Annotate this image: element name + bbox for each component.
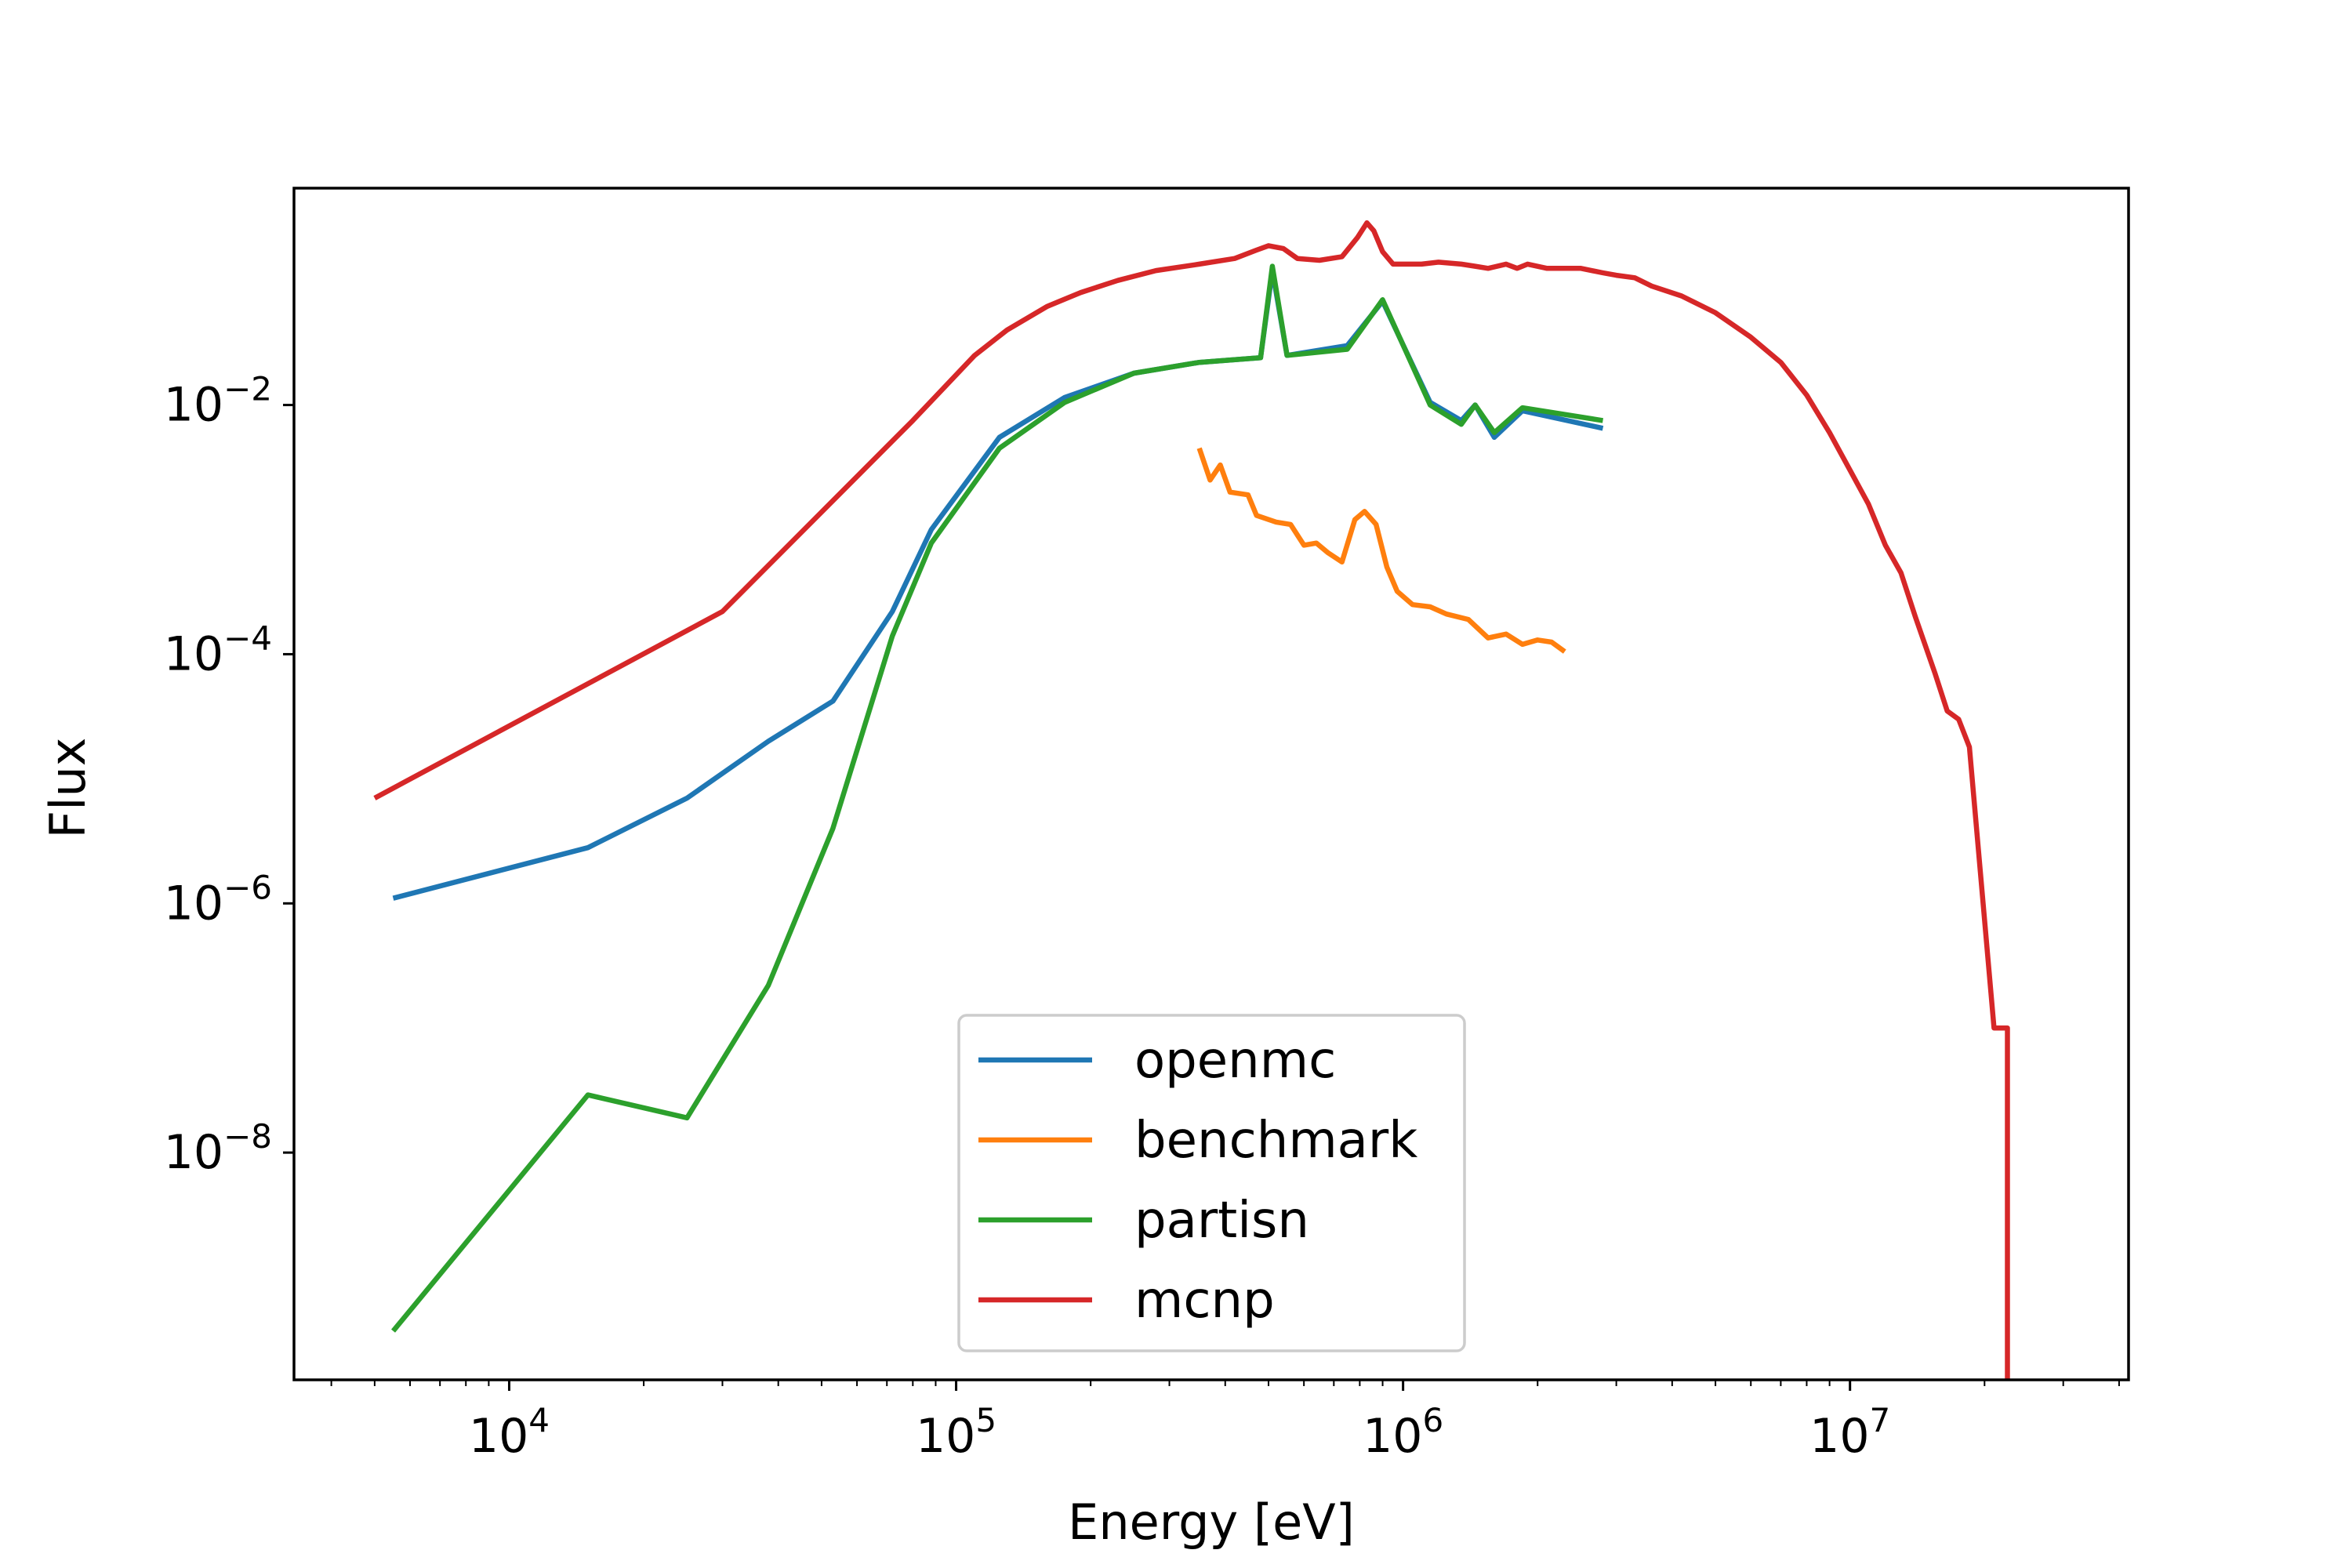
series-line-mcnp — [373, 220, 2010, 1380]
x-axis-label: Energy [eV] — [1068, 1494, 1355, 1551]
y-axis-label: Flux — [39, 738, 96, 839]
legend-label-openmc: openmc — [1134, 1032, 1336, 1090]
legend-label-benchmark: benchmark — [1134, 1112, 1417, 1170]
legend: openmc benchmark partisn mcnp — [957, 1014, 1466, 1352]
legend-frame — [957, 1014, 1466, 1352]
x-axis-ticks: 104 105 106 107 — [330, 1380, 2120, 1464]
x-tick-label: 106 — [1363, 1401, 1443, 1464]
x-tick-label: 104 — [469, 1401, 550, 1464]
y-tick-label: 10−8 — [164, 1117, 272, 1180]
series-line-benchmark — [1196, 447, 1566, 654]
series-layer — [373, 220, 2010, 1380]
y-tick-label: 10−2 — [164, 370, 272, 433]
series-line-partisn — [390, 263, 1604, 1333]
x-tick-label: 105 — [916, 1401, 996, 1464]
y-axis-ticks: 10−2 10−4 10−6 10−8 — [164, 370, 294, 1180]
legend-label-mcnp: mcnp — [1134, 1272, 1275, 1330]
y-tick-label: 10−4 — [164, 619, 272, 681]
plot-frame — [292, 187, 2130, 1381]
y-tick-label: 10−6 — [164, 868, 272, 931]
x-tick-label: 107 — [1809, 1401, 1890, 1464]
legend-label-partisn: partisn — [1134, 1192, 1309, 1250]
